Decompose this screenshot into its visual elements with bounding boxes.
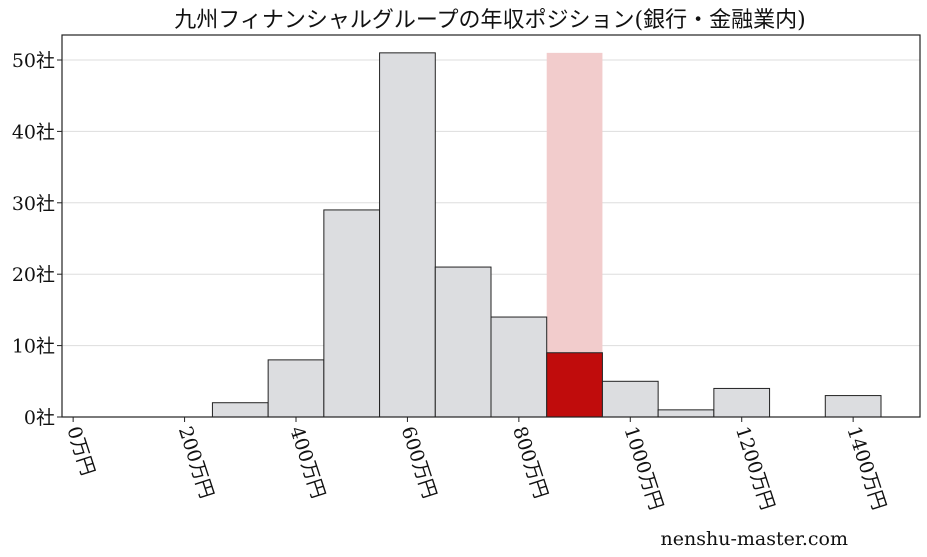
histogram-bar (601, 380, 659, 418)
y-tick-label: 30社 (12, 193, 55, 215)
x-tick-label: 0万円 (62, 424, 98, 478)
histogram-bar (379, 52, 436, 418)
histogram-bar (211, 402, 269, 418)
x-tick-label: 800万円 (508, 424, 552, 501)
histogram-bar (657, 409, 715, 418)
x-tick-label: 400万円 (285, 424, 329, 501)
histogram-bar (713, 387, 771, 418)
histogram-bar-highlight (546, 352, 603, 418)
histogram-bar (434, 266, 492, 418)
x-tick-label: 1200万円 (731, 424, 779, 513)
y-tick-label: 10社 (12, 336, 55, 358)
histogram-bar (824, 395, 882, 418)
plot-frame (61, 34, 921, 418)
y-tick-label: 50社 (12, 50, 55, 72)
histogram-bar (267, 359, 325, 418)
y-tick-label: 40社 (12, 121, 55, 143)
x-tick-label: 1000万円 (620, 424, 668, 513)
y-tick-label: 0社 (24, 407, 55, 429)
histogram-bar (323, 209, 381, 418)
watermark: nenshu-master.com (661, 528, 848, 550)
chart-title: 九州フィナンシャルグループの年収ポジション(銀行・金融業内) (174, 8, 805, 33)
x-tick-label: 1400万円 (842, 424, 890, 513)
x-tick-label: 600万円 (397, 424, 441, 501)
y-tick-label: 20社 (12, 264, 55, 286)
x-tick-label: 200万円 (174, 424, 218, 501)
histogram-bar (490, 316, 548, 418)
